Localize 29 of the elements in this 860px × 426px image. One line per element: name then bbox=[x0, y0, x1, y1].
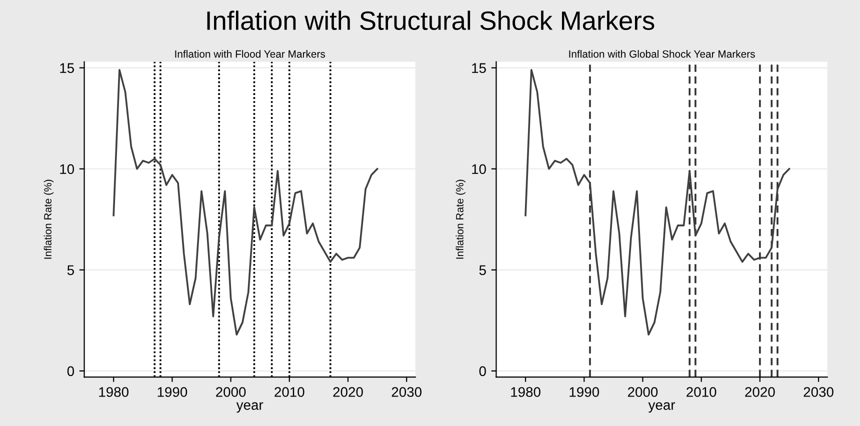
x-tick-label: 1980 bbox=[511, 387, 540, 397]
y-axis-title: Inflation Rate (%) bbox=[44, 180, 54, 259]
x-tick-label: 2020 bbox=[745, 387, 775, 397]
chart-subtitle: Inflation with Global Shock Year Markers bbox=[569, 50, 755, 58]
x-axis-title: year bbox=[648, 402, 676, 413]
y-tick-label: 15 bbox=[472, 63, 486, 73]
x-tick-label: 2020 bbox=[333, 387, 363, 397]
x-tick-label: 1990 bbox=[158, 387, 188, 397]
x-axis-title: year bbox=[236, 402, 264, 413]
y-tick-label: 15 bbox=[60, 63, 74, 73]
x-tick-label: 1980 bbox=[99, 387, 128, 397]
y-tick-label: 5 bbox=[479, 265, 486, 276]
x-tick-label: 2000 bbox=[628, 387, 658, 397]
y-tick-label: 5 bbox=[67, 265, 74, 276]
chart-title: Inflation with Structural Shock Markers bbox=[207, 10, 654, 30]
line-series bbox=[112, 68, 378, 336]
x-tick-label: 2010 bbox=[274, 387, 304, 397]
chart-subtitle: Inflation with Flood Year Markers bbox=[175, 50, 326, 58]
y-axis-title: Inflation Rate (%) bbox=[456, 180, 466, 259]
y-tick-label: 10 bbox=[472, 164, 486, 174]
x-tick-label: 2030 bbox=[392, 387, 422, 397]
x-tick-label: 2010 bbox=[686, 387, 716, 397]
x-tick-label: 2030 bbox=[804, 387, 834, 397]
y-tick-label: 0 bbox=[479, 366, 486, 376]
x-tick-label: 1990 bbox=[570, 387, 600, 397]
y-tick-label: 10 bbox=[60, 164, 74, 174]
line-series bbox=[524, 68, 790, 336]
x-tick-label: 2000 bbox=[216, 387, 246, 397]
y-tick-label: 0 bbox=[67, 366, 74, 376]
